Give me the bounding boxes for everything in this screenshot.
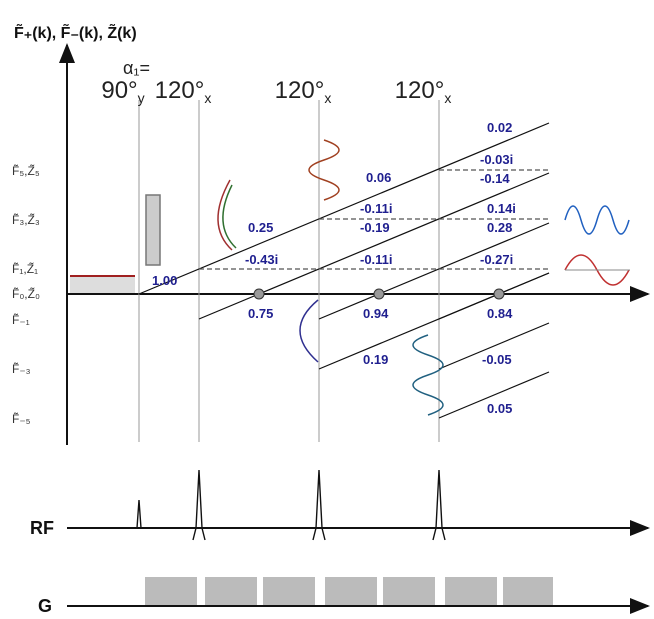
pulse-angle: 120° <box>275 77 325 104</box>
y-label: F̃₋₃ <box>12 361 31 376</box>
y-label: F̃₋₁ <box>12 312 30 327</box>
dephasing-paths <box>138 122 550 419</box>
state-label: 0.06 <box>366 170 391 185</box>
initial-magnetization <box>70 275 135 293</box>
y-label: F̃₅,Z̃₅ <box>12 163 40 178</box>
y-label: F̃₃,Z̃₃ <box>12 212 40 227</box>
pulse-axis: x <box>204 90 211 106</box>
y-label: F̃₁,Z̃₁ <box>12 261 38 276</box>
axis-title: F̃₊(k), F̃₋(k), Z̃(k) <box>14 22 137 42</box>
state-label: 0.75 <box>248 306 273 321</box>
state-label: -0.19 <box>360 220 390 235</box>
pulse-axis: y <box>138 90 145 106</box>
state-label: 0.05 <box>487 401 512 416</box>
pulse-lines <box>138 100 440 442</box>
stored-paths <box>199 169 549 270</box>
pulse-angle: 120° <box>155 77 205 104</box>
echo-points <box>253 288 505 300</box>
state-label: -0.43i <box>245 252 278 267</box>
pulse-angle: 90° <box>101 77 137 104</box>
gradient-lobes <box>145 577 553 605</box>
pulse-label: 120°x <box>395 77 452 106</box>
pulse-axis: x <box>324 90 331 106</box>
pulse-axis: x <box>444 90 451 106</box>
y-label: F̃₋₅ <box>12 411 31 426</box>
flip-angle-label: α₁= <box>123 58 150 78</box>
rf-label: RF <box>30 518 54 538</box>
state-label: 0.14i <box>487 201 516 216</box>
helix-icons <box>145 139 630 416</box>
state-label: -0.14 <box>480 171 510 186</box>
state-label: 0.25 <box>248 220 273 235</box>
state-label: -0.11i <box>360 252 393 267</box>
pulse-angle: 120° <box>395 77 445 104</box>
state-label: 0.94 <box>363 306 389 321</box>
y-label: F̃₀,Z̃₀ <box>12 286 40 301</box>
pulse-label: 120°x <box>155 77 212 106</box>
state-label: -0.11i <box>360 201 393 216</box>
state-label: 0.02 <box>487 120 512 135</box>
state-label: -0.05 <box>482 352 512 367</box>
pulse-label: 90°y <box>101 77 144 106</box>
state-label: 0.19 <box>363 352 388 367</box>
state-label: -0.27i <box>480 252 513 267</box>
state-label: 0.28 <box>487 220 512 235</box>
rf-pulses <box>134 469 446 541</box>
axes <box>59 43 650 614</box>
pulse-label: 120°x <box>275 77 332 106</box>
gradient-label: G <box>38 596 52 616</box>
state-label: 1.00 <box>152 273 177 288</box>
state-label: -0.03i <box>480 152 513 167</box>
state-label: 0.84 <box>487 306 513 321</box>
